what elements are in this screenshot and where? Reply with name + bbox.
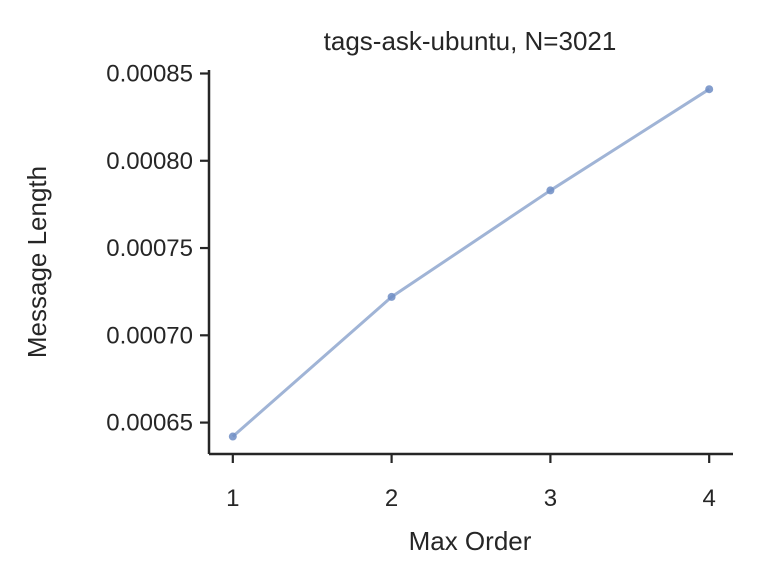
x-tick-label: 4 [703, 485, 716, 512]
y-ticks: 0.00065 0.00070 0.00075 0.00080 0.00085 [106, 60, 209, 437]
chart-title: tags-ask-ubuntu, N=3021 [324, 26, 617, 56]
x-axis-title: Max Order [409, 526, 532, 556]
y-tick-label: 0.00080 [106, 148, 193, 175]
series-line [231, 87, 710, 438]
series-group [228, 85, 714, 441]
y-tick-label: 0.00085 [106, 60, 193, 87]
x-tick-label: 1 [226, 485, 239, 512]
data-point [228, 432, 237, 441]
y-axis-title: Message Length [22, 166, 52, 358]
y-tick-label: 0.00070 [106, 322, 193, 349]
data-point [705, 85, 714, 94]
x-tick-label: 2 [385, 485, 398, 512]
axes [207, 70, 733, 456]
data-point [387, 292, 396, 301]
y-tick-label: 0.00065 [106, 410, 193, 437]
x-tick-label: 3 [544, 485, 557, 512]
y-tick-label: 0.00075 [106, 235, 193, 262]
data-point [546, 186, 555, 195]
x-ticks: 1 2 3 4 [226, 454, 716, 512]
